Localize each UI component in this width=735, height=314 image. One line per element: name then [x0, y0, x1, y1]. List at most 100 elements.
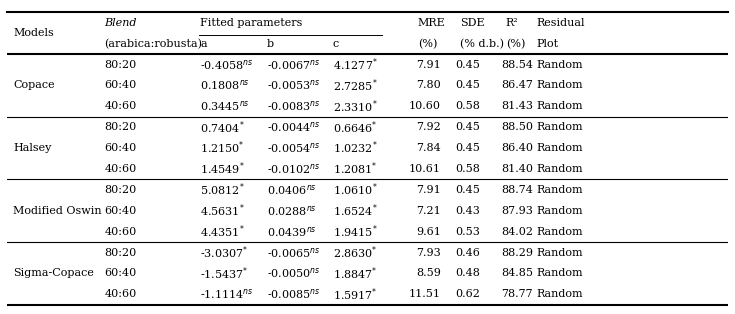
Text: 88.54: 88.54 — [501, 60, 533, 70]
Text: 0.0406$^{ns}$: 0.0406$^{ns}$ — [267, 183, 317, 197]
Text: 0.46: 0.46 — [455, 247, 480, 257]
Text: Random: Random — [537, 206, 584, 216]
Text: 7.84: 7.84 — [416, 143, 441, 153]
Text: (%): (%) — [506, 39, 526, 49]
Text: -0.0053$^{ns}$: -0.0053$^{ns}$ — [267, 78, 320, 92]
Text: 7.93: 7.93 — [416, 247, 441, 257]
Text: 0.45: 0.45 — [455, 80, 480, 90]
Text: Random: Random — [537, 227, 584, 237]
Text: 4.5631$^{*}$: 4.5631$^{*}$ — [201, 203, 245, 219]
Text: 0.45: 0.45 — [455, 122, 480, 132]
Text: 81.40: 81.40 — [501, 164, 533, 174]
Text: -0.0102$^{ns}$: -0.0102$^{ns}$ — [267, 162, 320, 176]
Text: 1.9415$^{*}$: 1.9415$^{*}$ — [333, 223, 378, 240]
Text: Halsey: Halsey — [13, 143, 51, 153]
Text: 5.0812$^{*}$: 5.0812$^{*}$ — [201, 181, 245, 198]
Text: Plot: Plot — [537, 39, 559, 49]
Text: Fitted parameters: Fitted parameters — [201, 18, 303, 28]
Text: Copace: Copace — [13, 80, 54, 90]
Text: Random: Random — [537, 60, 584, 70]
Text: -1.5437$^{*}$: -1.5437$^{*}$ — [201, 265, 249, 282]
Text: b: b — [267, 39, 273, 49]
Text: (% d.b.): (% d.b.) — [459, 39, 503, 49]
Text: 0.43: 0.43 — [455, 206, 480, 216]
Text: SDE: SDE — [459, 18, 484, 28]
Text: -0.0083$^{ns}$: -0.0083$^{ns}$ — [267, 99, 320, 113]
Text: Blend: Blend — [104, 18, 137, 28]
Text: 0.7404$^{*}$: 0.7404$^{*}$ — [201, 119, 245, 136]
Text: (%): (%) — [418, 39, 437, 49]
Text: 84.02: 84.02 — [501, 227, 533, 237]
Text: -3.0307$^{*}$: -3.0307$^{*}$ — [201, 244, 249, 261]
Text: -0.0054$^{ns}$: -0.0054$^{ns}$ — [267, 141, 320, 155]
Text: Random: Random — [537, 185, 584, 195]
Text: Random: Random — [537, 101, 584, 111]
Text: MRE: MRE — [418, 18, 445, 28]
Text: 80:20: 80:20 — [104, 247, 137, 257]
Text: 2.3310$^{*}$: 2.3310$^{*}$ — [333, 98, 378, 115]
Text: 7.21: 7.21 — [416, 206, 441, 216]
Text: 10.61: 10.61 — [409, 164, 441, 174]
Text: 9.61: 9.61 — [416, 227, 441, 237]
Text: 0.58: 0.58 — [455, 101, 480, 111]
Text: 11.51: 11.51 — [409, 289, 441, 299]
Text: 84.85: 84.85 — [501, 268, 533, 279]
Text: -0.0067$^{ns}$: -0.0067$^{ns}$ — [267, 57, 320, 72]
Text: 1.0232$^{*}$: 1.0232$^{*}$ — [333, 140, 378, 156]
Text: 1.4549$^{*}$: 1.4549$^{*}$ — [201, 161, 245, 177]
Text: (arabica:robusta): (arabica:robusta) — [104, 39, 203, 49]
Text: 88.29: 88.29 — [501, 247, 533, 257]
Text: 40:60: 40:60 — [104, 227, 137, 237]
Text: Models: Models — [13, 28, 54, 38]
Text: 0.45: 0.45 — [455, 143, 480, 153]
Text: 0.1808$^{ns}$: 0.1808$^{ns}$ — [201, 78, 250, 92]
Text: Random: Random — [537, 80, 584, 90]
Text: 40:60: 40:60 — [104, 101, 137, 111]
Text: 1.5917$^{*}$: 1.5917$^{*}$ — [333, 286, 377, 303]
Text: 10.60: 10.60 — [409, 101, 441, 111]
Text: 88.50: 88.50 — [501, 122, 533, 132]
Text: 81.43: 81.43 — [501, 101, 533, 111]
Text: 7.91: 7.91 — [416, 60, 441, 70]
Text: 7.92: 7.92 — [416, 122, 441, 132]
Text: 0.45: 0.45 — [455, 185, 480, 195]
Text: 87.93: 87.93 — [501, 206, 533, 216]
Text: Sigma-Copace: Sigma-Copace — [13, 268, 94, 279]
Text: 0.53: 0.53 — [455, 227, 480, 237]
Text: 60:40: 60:40 — [104, 143, 137, 153]
Text: 0.58: 0.58 — [455, 164, 480, 174]
Text: 86.47: 86.47 — [501, 80, 533, 90]
Text: 80:20: 80:20 — [104, 185, 137, 195]
Text: 7.80: 7.80 — [416, 80, 441, 90]
Text: 40:60: 40:60 — [104, 164, 137, 174]
Text: Residual: Residual — [537, 18, 585, 28]
Text: 0.45: 0.45 — [455, 60, 480, 70]
Text: 2.7285$^{*}$: 2.7285$^{*}$ — [333, 77, 378, 94]
Text: -0.0065$^{ns}$: -0.0065$^{ns}$ — [267, 246, 320, 259]
Text: R²: R² — [506, 18, 519, 28]
Text: 88.74: 88.74 — [501, 185, 533, 195]
Text: 0.6646$^{*}$: 0.6646$^{*}$ — [333, 119, 377, 136]
Text: Random: Random — [537, 164, 584, 174]
Text: Random: Random — [537, 289, 584, 299]
Text: Random: Random — [537, 247, 584, 257]
Text: 4.4351$^{*}$: 4.4351$^{*}$ — [201, 223, 245, 240]
Text: 0.0439$^{ns}$: 0.0439$^{ns}$ — [267, 225, 317, 239]
Text: 1.6524$^{*}$: 1.6524$^{*}$ — [333, 203, 378, 219]
Text: 80:20: 80:20 — [104, 60, 137, 70]
Text: 80:20: 80:20 — [104, 122, 137, 132]
Text: 60:40: 60:40 — [104, 80, 137, 90]
Text: Modified Oswin: Modified Oswin — [13, 206, 101, 216]
Text: 0.0288$^{ns}$: 0.0288$^{ns}$ — [267, 204, 317, 218]
Text: 60:40: 60:40 — [104, 268, 137, 279]
Text: 2.8630$^{*}$: 2.8630$^{*}$ — [333, 244, 377, 261]
Text: -0.0050$^{ns}$: -0.0050$^{ns}$ — [267, 266, 320, 280]
Text: -0.4058$^{ns}$: -0.4058$^{ns}$ — [201, 57, 254, 72]
Text: 4.1277$^{*}$: 4.1277$^{*}$ — [333, 56, 378, 73]
Text: -0.0044$^{ns}$: -0.0044$^{ns}$ — [267, 120, 320, 134]
Text: 7.91: 7.91 — [416, 185, 441, 195]
Text: 0.3445$^{ns}$: 0.3445$^{ns}$ — [201, 99, 250, 113]
Text: 0.48: 0.48 — [455, 268, 480, 279]
Text: 1.8847$^{*}$: 1.8847$^{*}$ — [333, 265, 377, 282]
Text: 0.62: 0.62 — [455, 289, 480, 299]
